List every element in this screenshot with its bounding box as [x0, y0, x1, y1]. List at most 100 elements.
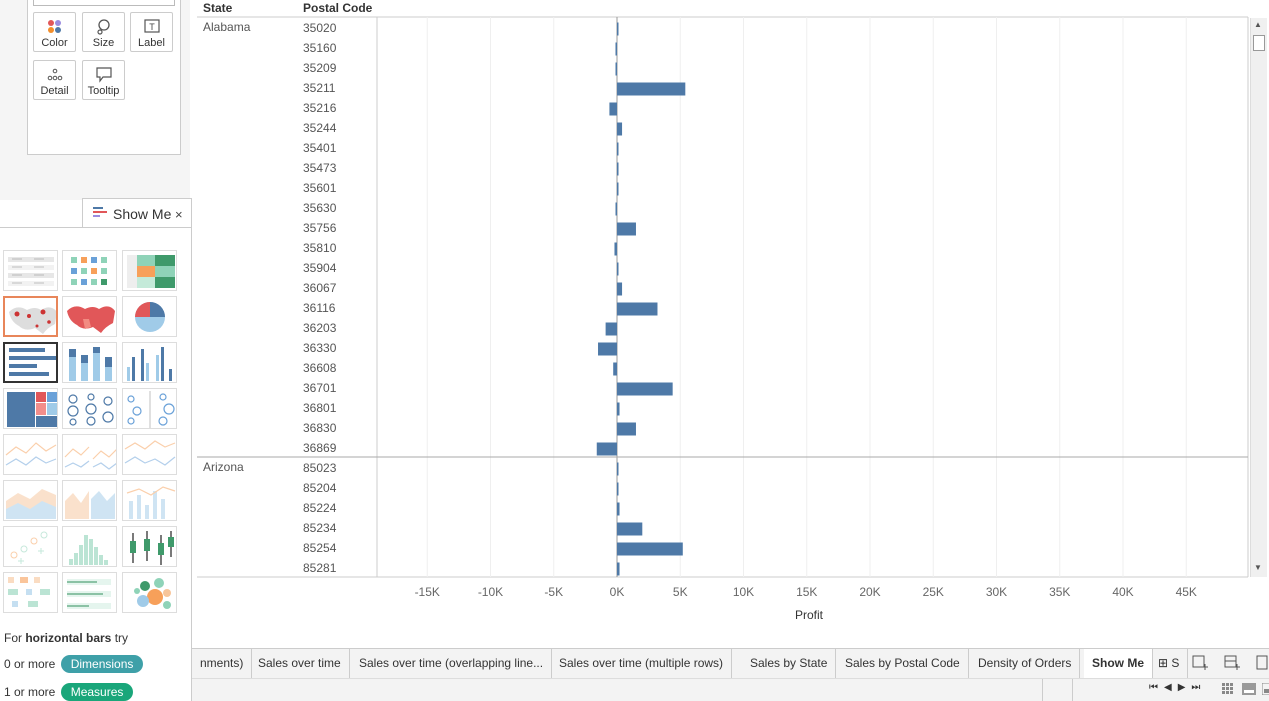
postal-code-label[interactable]: 85023 [303, 461, 337, 475]
profit-bar[interactable] [617, 402, 620, 416]
tab-sales-over-time[interactable]: Sales over time [250, 649, 350, 678]
detail-button[interactable]: Detail [33, 60, 76, 100]
heat-map-thumb[interactable] [122, 250, 177, 291]
postal-code-label[interactable]: 35160 [303, 41, 337, 55]
scatter-plot-thumb[interactable] [3, 526, 58, 567]
profit-bar[interactable] [596, 442, 617, 456]
histogram-thumb[interactable] [62, 526, 117, 567]
side-by-side-circles-thumb[interactable] [122, 388, 177, 429]
profit-bar[interactable] [617, 382, 673, 396]
profit-bar[interactable] [617, 122, 623, 136]
tab-sheet-partial[interactable]: nments) [192, 649, 253, 678]
profit-bar[interactable] [613, 362, 617, 376]
postal-code-label[interactable]: 36116 [303, 301, 336, 315]
profit-bar[interactable] [617, 162, 619, 176]
last-sheet-icon[interactable]: ⏭ [1191, 682, 1207, 693]
state-label[interactable]: Arizona [203, 460, 244, 474]
postal-code-label[interactable]: 85254 [303, 541, 337, 555]
profit-bar[interactable] [617, 482, 619, 496]
postal-code-label[interactable]: 35216 [303, 101, 337, 115]
pie-chart-thumb[interactable] [122, 296, 177, 337]
postal-code-label[interactable]: 85224 [303, 501, 337, 515]
profit-bar[interactable] [617, 522, 643, 536]
sheet-sorter-icon[interactable] [1242, 683, 1256, 698]
postal-code-label[interactable]: 35904 [303, 261, 337, 275]
size-button[interactable]: Size [82, 12, 125, 52]
profit-bar[interactable] [617, 422, 636, 436]
dual-combination-thumb[interactable] [122, 480, 177, 521]
scroll-down-icon[interactable]: ▼ [1254, 563, 1262, 572]
first-sheet-icon[interactable]: ⏮ [1149, 682, 1164, 693]
profit-bar[interactable] [615, 202, 618, 216]
profit-bar[interactable] [614, 242, 617, 256]
tab-sales-by-postal-code[interactable]: Sales by Postal Code [837, 649, 969, 678]
symbol-table-thumb[interactable] [62, 250, 117, 291]
postal-code-label[interactable]: 36203 [303, 321, 337, 335]
profit-bar[interactable] [598, 342, 617, 356]
stacked-bars-thumb[interactable] [62, 342, 117, 383]
new-story-icon[interactable] [1256, 655, 1268, 674]
tab-partial-s[interactable]: ⊞ S [1152, 649, 1189, 678]
tab-show-me[interactable]: Show Me [1084, 649, 1154, 679]
postal-code-label[interactable]: 36330 [303, 341, 337, 355]
tooltip-button[interactable]: Tooltip [82, 60, 125, 100]
discrete-lines-thumb[interactable] [62, 434, 117, 475]
text-table-thumb[interactable] [3, 250, 58, 291]
postal-code-label[interactable]: 35601 [303, 181, 337, 195]
postal-code-label[interactable]: 35209 [303, 61, 337, 75]
bullet-graph-thumb[interactable] [62, 572, 117, 613]
profit-bar[interactable] [617, 82, 686, 96]
dual-lines-thumb[interactable] [122, 434, 177, 475]
profit-bar[interactable] [617, 562, 620, 576]
postal-code-label[interactable]: 36830 [303, 421, 337, 435]
mark-type-dropdown[interactable] [33, 0, 175, 6]
profit-bar[interactable] [617, 22, 619, 36]
area-continuous-thumb[interactable] [3, 480, 58, 521]
label-button[interactable]: T Label [130, 12, 173, 52]
postal-code-label[interactable]: 36801 [303, 401, 337, 415]
continuous-lines-thumb[interactable] [3, 434, 58, 475]
profit-bar[interactable] [617, 222, 636, 236]
state-label[interactable]: Alabama [203, 20, 251, 34]
postal-code-label[interactable]: 85204 [303, 481, 337, 495]
postal-code-label[interactable]: 35473 [303, 161, 337, 175]
color-button[interactable]: Color [33, 12, 76, 52]
postal-code-label[interactable]: 85281 [303, 561, 337, 575]
profit-bar[interactable] [617, 142, 619, 156]
postal-code-label[interactable]: 35401 [303, 141, 337, 155]
gantt-thumb[interactable] [3, 572, 58, 613]
postal-code-label[interactable]: 36608 [303, 361, 337, 375]
profit-bar[interactable] [617, 462, 619, 476]
postal-code-label[interactable]: 35211 [303, 81, 336, 95]
tab-density-of-orders[interactable]: Density of Orders [970, 649, 1081, 678]
postal-code-label[interactable]: 35244 [303, 121, 337, 135]
vertical-scrollbar[interactable]: ▲ ▼ [1250, 18, 1267, 577]
circle-views-thumb[interactable] [62, 388, 117, 429]
filmstrip-view-icon[interactable] [1222, 683, 1234, 698]
filled-map-thumb[interactable] [62, 296, 117, 337]
new-dashboard-icon[interactable] [1224, 655, 1240, 674]
scroll-thumb[interactable] [1253, 35, 1265, 51]
side-by-side-bars-thumb[interactable] [122, 342, 177, 383]
scroll-up-icon[interactable]: ▲ [1254, 20, 1262, 29]
postal-code-label[interactable]: 35810 [303, 241, 337, 255]
profit-bar[interactable] [617, 502, 620, 516]
postal-code-header[interactable]: Postal Code [303, 1, 373, 15]
profit-bar[interactable] [615, 62, 618, 76]
treemap-thumb[interactable] [3, 388, 58, 429]
prev-sheet-icon[interactable]: ◀ [1164, 682, 1178, 693]
profit-bar[interactable] [605, 322, 617, 336]
profit-bar[interactable] [617, 262, 619, 276]
area-discrete-thumb[interactable] [62, 480, 117, 521]
profit-bar[interactable] [609, 102, 617, 116]
profit-bar[interactable] [617, 542, 683, 556]
box-whisker-thumb[interactable] [122, 526, 177, 567]
postal-code-label[interactable]: 36067 [303, 281, 337, 295]
tabs-view-icon[interactable] [1261, 682, 1269, 698]
tab-sales-by-state[interactable]: Sales by State [742, 649, 837, 678]
new-worksheet-icon[interactable] [1192, 655, 1208, 674]
profit-bar[interactable] [617, 282, 623, 296]
close-icon[interactable]: × [175, 207, 183, 222]
tab-sales-over-time-multiple-rows[interactable]: Sales over time (multiple rows) [551, 649, 733, 678]
postal-code-label[interactable]: 35756 [303, 221, 337, 235]
